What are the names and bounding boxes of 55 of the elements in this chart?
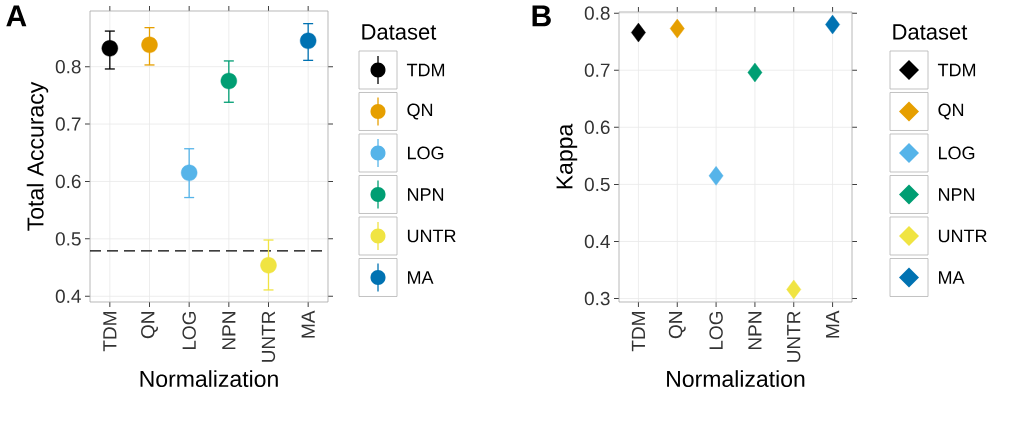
legend-label: UNTR xyxy=(938,229,987,243)
y-tick-label: 0.7 xyxy=(55,117,81,131)
point xyxy=(747,62,763,83)
point xyxy=(260,257,277,274)
legend-label: MA xyxy=(408,271,434,284)
x-tick-label: MA xyxy=(301,310,315,338)
x-tick-label: UNTR xyxy=(261,311,276,362)
point xyxy=(786,279,802,300)
y-axis-title: Kappa xyxy=(556,123,578,189)
y-axis-title: Total Accuracy xyxy=(26,81,49,231)
point xyxy=(631,22,646,43)
chart-title: A xyxy=(6,5,27,27)
point xyxy=(220,72,238,90)
chart-title: B xyxy=(532,5,551,27)
legend-title: Dataset xyxy=(893,24,968,40)
legend-label: LOG xyxy=(939,146,975,160)
y-tick-label: 0.5 xyxy=(55,232,81,246)
legend-label: QN xyxy=(407,103,433,120)
legend-label: TDM xyxy=(406,63,445,77)
y-tick-label: 0.4 xyxy=(584,234,610,249)
y-tick-label: 0.3 xyxy=(584,291,610,306)
point xyxy=(141,36,158,54)
x-tick-label: TDM xyxy=(631,312,645,352)
y-tick-label: 0.4 xyxy=(55,289,81,303)
y-tick-label: 0.6 xyxy=(584,120,610,135)
point xyxy=(101,40,119,57)
x-tick-label: QN xyxy=(141,312,158,339)
x-axis-title: Normalization xyxy=(140,370,278,388)
x-tick-label: TDM xyxy=(103,312,117,352)
point xyxy=(669,18,685,39)
legend-label: UNTR xyxy=(407,229,456,243)
y-tick-label: 0.7 xyxy=(584,63,610,77)
x-tick-label: UNTR xyxy=(787,311,801,362)
legend-label: MA xyxy=(939,271,965,284)
x-tick-label: LOG xyxy=(709,311,723,350)
y-tick-label: 0.8 xyxy=(55,59,81,74)
y-tick-label: 0.6 xyxy=(55,174,81,189)
point xyxy=(299,32,317,50)
x-tick-label: NPN xyxy=(748,312,762,350)
x-tick-label: MA xyxy=(826,310,840,338)
y-tick-label: 0.5 xyxy=(584,177,610,192)
point xyxy=(180,164,198,182)
x-tick-label: QN xyxy=(668,312,686,339)
point xyxy=(708,166,724,186)
legend-title: Dataset xyxy=(362,24,437,40)
legend-label: QN xyxy=(938,103,964,120)
y-tick-label: 0.8 xyxy=(584,6,610,20)
legend-label: TDM xyxy=(937,63,976,77)
x-axis-title: Normalization xyxy=(667,370,805,388)
x-tick-label: NPN xyxy=(222,312,236,350)
x-tick-label: LOG xyxy=(182,311,196,350)
legend-label: NPN xyxy=(939,188,975,201)
legend-label: LOG xyxy=(408,146,444,160)
point xyxy=(825,14,840,35)
legend-label: NPN xyxy=(408,188,444,201)
